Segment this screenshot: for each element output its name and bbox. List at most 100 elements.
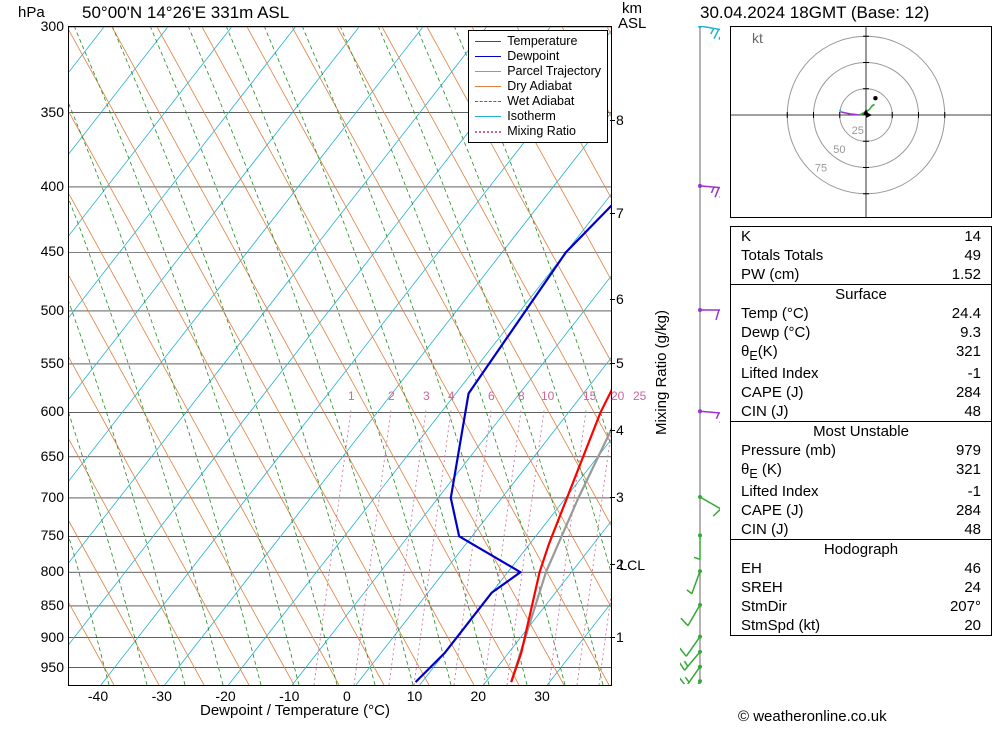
alt-tick: 5 — [616, 355, 624, 371]
index-row: CIN (J)48 — [731, 402, 991, 421]
index-row: θE (K)321 — [731, 460, 991, 482]
location-title: 50°00'N 14°26'E 331m ASL — [82, 3, 289, 23]
index-key: CAPE (J) — [741, 502, 804, 519]
index-row: EH 46 — [731, 559, 991, 578]
index-key: StmDir — [741, 598, 787, 615]
index-row: θE(K) 321 — [731, 342, 991, 364]
legend-box: TemperatureDewpointParcel TrajectoryDry … — [468, 30, 608, 143]
mixing-ratio-label: 6 — [488, 389, 495, 403]
alt-tick: 8 — [616, 112, 624, 128]
datetime-title: 30.04.2024 18GMT (Base: 12) — [700, 3, 929, 23]
pressure-tick: 600 — [41, 403, 64, 419]
index-key: CAPE (J) — [741, 384, 804, 401]
index-row: StmSpd (kt)20 — [731, 616, 991, 635]
index-key: StmSpd (kt) — [741, 617, 820, 634]
index-row: CAPE (J)284 — [731, 501, 991, 520]
pressure-tick: 850 — [41, 597, 64, 613]
mixing-ratio-label: 20 — [611, 389, 624, 403]
legend-item: Mixing Ratio — [475, 124, 601, 139]
mixing-ratio-label: 25 — [633, 389, 646, 403]
hodograph-box: 25 50 75 — [730, 26, 992, 218]
pressure-tick: 400 — [41, 178, 64, 194]
mixing-ratio-label: 3 — [423, 389, 430, 403]
index-key: Temp (°C) — [741, 305, 809, 322]
section-mu: Most Unstable — [731, 421, 991, 441]
temp-tick: -20 — [215, 688, 235, 704]
index-val: 979 — [956, 442, 981, 459]
index-val: 1.52 — [952, 266, 981, 283]
indices-table: K14Totals Totals49PW (cm)1.52SurfaceTemp… — [730, 226, 992, 636]
temp-tick: 10 — [407, 688, 423, 704]
index-key: EH — [741, 560, 762, 577]
alt-tick: 7 — [616, 205, 624, 221]
copyright-text: © weatheronline.co.uk — [738, 708, 887, 725]
hodograph-svg: 25 50 75 — [731, 27, 991, 217]
index-key: SREH — [741, 579, 783, 596]
index-row: Lifted Index-1 — [731, 364, 991, 383]
alt-tick: 2 — [616, 556, 624, 572]
pressure-tick: 500 — [41, 302, 64, 318]
index-row: Pressure (mb) 979 — [731, 441, 991, 460]
temp-tick: 0 — [343, 688, 351, 704]
legend-label: Mixing Ratio — [507, 124, 576, 139]
temp-tick: 20 — [470, 688, 486, 704]
index-val: 284 — [956, 384, 981, 401]
pressure-tick: 450 — [41, 243, 64, 259]
index-row: Dewp (°C) 9.3 — [731, 323, 991, 342]
section-surface: Surface — [731, 284, 991, 304]
legend-label: Dewpoint — [507, 49, 559, 64]
index-key: CIN (J) — [741, 403, 789, 420]
pressure-tick: 950 — [41, 659, 64, 675]
pressure-tick: 550 — [41, 355, 64, 371]
pressure-tick: 650 — [41, 448, 64, 464]
yaxis-right-title: Mixing Ratio (g/kg) — [653, 310, 670, 435]
index-row: CAPE (J) 284 — [731, 383, 991, 402]
legend-item: Dry Adiabat — [475, 79, 601, 94]
index-val: 24 — [964, 579, 981, 596]
mixing-ratio-label: 10 — [541, 389, 554, 403]
index-row: CIN (J)48 — [731, 520, 991, 539]
temp-tick: -30 — [152, 688, 172, 704]
alt-tick: 1 — [616, 629, 624, 645]
index-val: 321 — [956, 461, 981, 481]
windbarb-svg — [680, 26, 720, 684]
legend-item: Temperature — [475, 34, 601, 49]
temp-tick: 30 — [534, 688, 550, 704]
alt-tick: 4 — [616, 422, 624, 438]
pressure-tick: 700 — [41, 489, 64, 505]
xaxis-title: Dewpoint / Temperature (°C) — [200, 702, 390, 719]
svg-text:75: 75 — [815, 163, 827, 175]
pressure-tick: 800 — [41, 563, 64, 579]
svg-text:25: 25 — [852, 125, 864, 137]
pressure-tick: 900 — [41, 629, 64, 645]
index-val: 49 — [964, 247, 981, 264]
index-val: 46 — [964, 560, 981, 577]
index-row: K14 — [731, 227, 991, 246]
skewt-chart: TemperatureDewpointParcel TrajectoryDry … — [68, 26, 612, 686]
index-val: 24.4 — [952, 305, 981, 322]
svg-text:50: 50 — [833, 144, 845, 156]
index-val: 9.3 — [960, 324, 981, 341]
temp-tick: -40 — [88, 688, 108, 704]
mixing-ratio-label: 8 — [518, 389, 525, 403]
alt-tick: 3 — [616, 489, 624, 505]
legend-item: Isotherm — [475, 109, 601, 124]
index-key: θE(K) — [741, 343, 778, 363]
index-val: 321 — [956, 343, 981, 363]
index-key: Pressure (mb) — [741, 442, 836, 459]
legend-label: Wet Adiabat — [507, 94, 574, 109]
index-key: Dewp (°C) — [741, 324, 810, 341]
index-val: -1 — [968, 365, 981, 382]
mixing-ratio-label: 4 — [448, 389, 455, 403]
index-key: Totals Totals — [741, 247, 823, 264]
legend-item: Dewpoint — [475, 49, 601, 64]
index-row: SREH 24 — [731, 578, 991, 597]
index-key: CIN (J) — [741, 521, 789, 538]
windbarb-column — [680, 26, 720, 684]
mixing-ratio-label: 15 — [583, 389, 596, 403]
index-key: K — [741, 228, 751, 245]
temp-tick: -10 — [279, 688, 299, 704]
yaxis-right-unit-bot: ASL — [618, 15, 646, 32]
pressure-tick: 300 — [41, 18, 64, 34]
index-key: Lifted Index — [741, 483, 819, 500]
